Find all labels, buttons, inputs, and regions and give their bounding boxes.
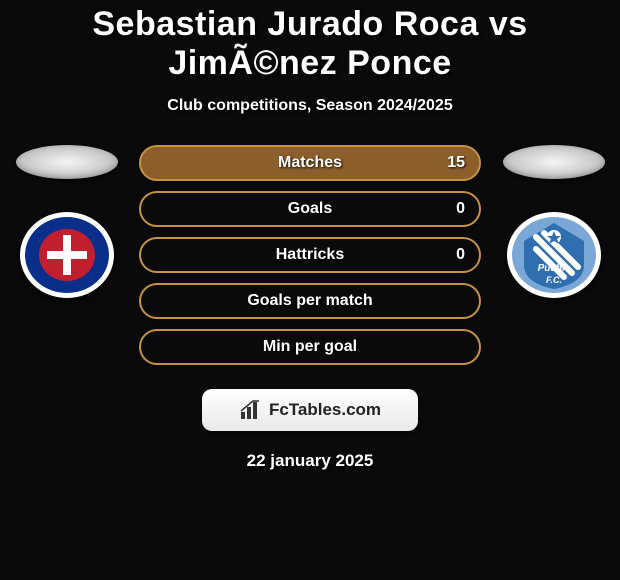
stat-pill: Min per goal [139, 329, 481, 365]
stat-label: Matches [278, 154, 342, 172]
club-badge-right: Puebla F.C. [506, 211, 602, 299]
stat-label: Min per goal [263, 338, 357, 356]
stat-value-right: 15 [447, 154, 465, 172]
date-text: 22 january 2025 [0, 451, 620, 471]
stat-pill: Matches 15 [139, 145, 481, 181]
cruz-azul-icon: DEPORTIVO MEXICO [19, 211, 115, 299]
stat-label: Goals [288, 200, 332, 218]
stat-label: Goals per match [247, 292, 372, 310]
right-column: Puebla F.C. [501, 145, 606, 299]
page-title: Sebastian Jurado Roca vs JimÃ©nez Ponce [0, 5, 620, 83]
bars-icon [239, 399, 263, 421]
stats-column: Matches 15 Goals 0 Hattricks 0 Goals per match… [139, 145, 481, 365]
svg-text:MEXICO: MEXICO [53, 286, 81, 293]
left-column: DEPORTIVO MEXICO [14, 145, 119, 299]
stat-value-right: 0 [456, 200, 465, 218]
fctables-label: FcTables.com [269, 400, 381, 420]
svg-text:DEPORTIVO: DEPORTIVO [46, 222, 88, 229]
comparison-card: Sebastian Jurado Roca vs JimÃ©nez Ponce … [0, 0, 620, 471]
subtitle: Club competitions, Season 2024/2025 [0, 97, 620, 115]
svg-text:Puebla: Puebla [537, 263, 570, 274]
stat-value-right: 0 [456, 246, 465, 264]
puebla-icon: Puebla F.C. [506, 211, 602, 299]
player-oval-left [16, 145, 118, 179]
main-row: DEPORTIVO MEXICO Matches15Goals0Hattrick… [0, 145, 620, 365]
stat-label: Hattricks [276, 246, 344, 264]
fctables-badge[interactable]: FcTables.com [202, 389, 418, 431]
svg-text:F.C.: F.C. [545, 275, 561, 285]
player-oval-right [503, 145, 605, 179]
stat-pill: Goals 0 [139, 191, 481, 227]
stat-pill: Hattricks 0 [139, 237, 481, 273]
club-badge-left: DEPORTIVO MEXICO [19, 211, 115, 299]
stat-pill: Goals per match [139, 283, 481, 319]
